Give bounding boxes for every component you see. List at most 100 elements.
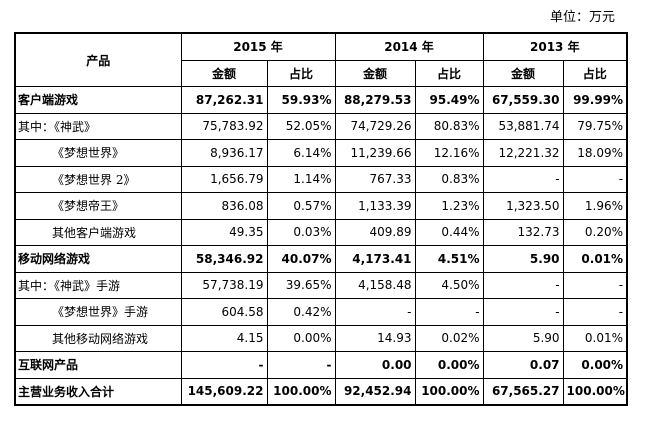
amount-cell: 5.90 (482, 245, 564, 273)
ratio-cell: 0.57% (266, 192, 336, 220)
amount-cell: 11,239.66 (334, 139, 416, 167)
row-label: 《梦想世界》手游 (14, 298, 182, 326)
ratio-cell: 1.23% (414, 192, 484, 220)
amount-cell: 8,936.17 (180, 139, 268, 167)
amount-cell: 5.90 (482, 324, 564, 352)
amount-cell: 14.93 (334, 324, 416, 352)
ratio-cell: 80.83% (414, 112, 484, 140)
row-label: 其他移动网络游戏 (14, 324, 182, 352)
ratio-cell: 95.49% (414, 86, 484, 114)
row-label: 主营业务收入合计 (14, 377, 182, 406)
amount-cell: 409.89 (334, 218, 416, 246)
amount-cell: 604.58 (180, 298, 268, 326)
ratio-cell: 4.51% (414, 245, 484, 273)
table-row: 主营业务收入合计 145,609.22 100.00% 92,452.94 100.00… (14, 377, 628, 406)
header-year-2014: 2014 年 (334, 32, 484, 61)
header-amount: 金额 (482, 59, 564, 87)
amount-cell: 1,133.39 (334, 192, 416, 220)
table-row: 其他移动网络游戏 4.15 0.00% 14.93 0.02% 5.90 0.01% (14, 324, 628, 352)
amount-cell: 4,173.41 (334, 245, 416, 273)
table-row: 其中：《神武》手游 57,738.19 39.65% 4,158.48 4.50% - - (14, 271, 628, 299)
ratio-cell: 0.20% (562, 218, 628, 246)
ratio-cell: 0.03% (266, 218, 336, 246)
ratio-cell: 52.05% (266, 112, 336, 140)
row-label: 《梦想世界》 (14, 139, 182, 167)
row-label: 《梦想世界 2》 (14, 165, 182, 193)
amount-cell: 67,559.30 (482, 86, 564, 114)
ratio-cell: 0.42% (266, 298, 336, 326)
amount-cell: 88,279.53 (334, 86, 416, 114)
ratio-cell: 59.93% (266, 86, 336, 114)
header-ratio: 占比 (266, 59, 336, 87)
table-row: 《梦想世界》 8,936.17 6.14% 11,239.66 12.16% 12,221… (14, 139, 628, 167)
header-year-2013: 2013 年 (482, 32, 628, 61)
row-label: 移动网络游戏 (14, 245, 182, 273)
amount-cell: 1,323.50 (482, 192, 564, 220)
header-ratio: 占比 (562, 59, 628, 87)
ratio-cell: 6.14% (266, 139, 336, 167)
table-row: 《梦想帝王》 836.08 0.57% 1,133.39 1.23% 1,323.50 1.… (14, 192, 628, 220)
ratio-cell: - (414, 298, 484, 326)
header-year-2015: 2015 年 (180, 32, 336, 61)
ratio-cell: 39.65% (266, 271, 336, 299)
ratio-cell: 1.96% (562, 192, 628, 220)
amount-cell: 0.07 (482, 351, 564, 379)
ratio-cell: 4.50% (414, 271, 484, 299)
amount-cell: 49.35 (180, 218, 268, 246)
amount-cell: 87,262.31 (180, 86, 268, 114)
ratio-cell: 1.14% (266, 165, 336, 193)
amount-cell: 4.15 (180, 324, 268, 352)
unit-label: 单位：万元 (549, 10, 615, 25)
row-label: 其中：《神武》 (14, 112, 182, 140)
header-amount: 金额 (180, 59, 268, 87)
amount-cell: - (482, 271, 564, 299)
ratio-cell: 0.00% (414, 351, 484, 379)
amount-cell: - (180, 351, 268, 379)
table-row: 《梦想世界 2》 1,656.79 1.14% 767.33 0.83% - - (14, 165, 628, 193)
amount-cell: 0.00 (334, 351, 416, 379)
ratio-cell: 0.00% (562, 351, 628, 379)
amount-cell: 836.08 (180, 192, 268, 220)
ratio-cell: - (266, 351, 336, 379)
row-label: 《梦想帝王》 (14, 192, 182, 220)
amount-cell: 58,346.92 (180, 245, 268, 273)
amount-cell: - (334, 298, 416, 326)
table-row: 《梦想世界》手游 604.58 0.42% - - - - (14, 298, 628, 326)
ratio-cell: 12.16% (414, 139, 484, 167)
amount-cell: 767.33 (334, 165, 416, 193)
amount-cell: 75,783.92 (180, 112, 268, 140)
row-label: 其中：《神武》手游 (14, 271, 182, 299)
table-body: 客户端游戏 87,262.31 59.93% 88,279.53 95.49% 67,55… (14, 86, 628, 406)
table-row: 客户端游戏 87,262.31 59.93% 88,279.53 95.49% 67,55… (14, 86, 628, 114)
revenue-table: 产品 2015 年 2014 年 2013 年 金额 占比 金额 占比 金额 占… (14, 32, 629, 406)
amount-cell: 132.73 (482, 218, 564, 246)
header-amount: 金额 (334, 59, 416, 87)
table-row: 互联网产品 - -0.00 0.00% 0.07 0.00% (14, 351, 628, 379)
table-row: 其中：《神武》 75,783.92 52.05% 74,729.26 80.83% 53,… (14, 112, 628, 140)
amount-cell: - (482, 298, 564, 326)
ratio-cell: 100.00% (414, 377, 484, 406)
amount-cell: 4,158.48 (334, 271, 416, 299)
ratio-cell: 99.99% (562, 86, 628, 114)
ratio-cell: 0.83% (414, 165, 484, 193)
table-row: 其他客户端游戏 49.35 0.03% 409.89 0.44% 132.73 0.20% (14, 218, 628, 246)
ratio-cell: 0.01% (562, 324, 628, 352)
ratio-cell: - (562, 298, 628, 326)
ratio-cell: 40.07% (266, 245, 336, 273)
amount-cell: - (482, 165, 564, 193)
ratio-cell: 100.00% (562, 377, 628, 406)
amount-cell: 67,565.27 (482, 377, 564, 406)
amount-cell: 92,452.94 (334, 377, 416, 406)
row-label: 客户端游戏 (14, 86, 182, 114)
ratio-cell: 0.02% (414, 324, 484, 352)
amount-cell: 145,609.22 (180, 377, 268, 406)
table-row: 移动网络游戏 58,346.92 40.07% 4,173.41 4.51% 5.90 0.… (14, 245, 628, 273)
amount-cell: 53,881.74 (482, 112, 564, 140)
ratio-cell: - (562, 165, 628, 193)
amount-cell: 57,738.19 (180, 271, 268, 299)
row-label: 其他客户端游戏 (14, 218, 182, 246)
ratio-cell: 18.09% (562, 139, 628, 167)
amount-cell: 1,656.79 (180, 165, 268, 193)
row-label: 互联网产品 (14, 351, 182, 379)
ratio-cell: 0.00% (266, 324, 336, 352)
